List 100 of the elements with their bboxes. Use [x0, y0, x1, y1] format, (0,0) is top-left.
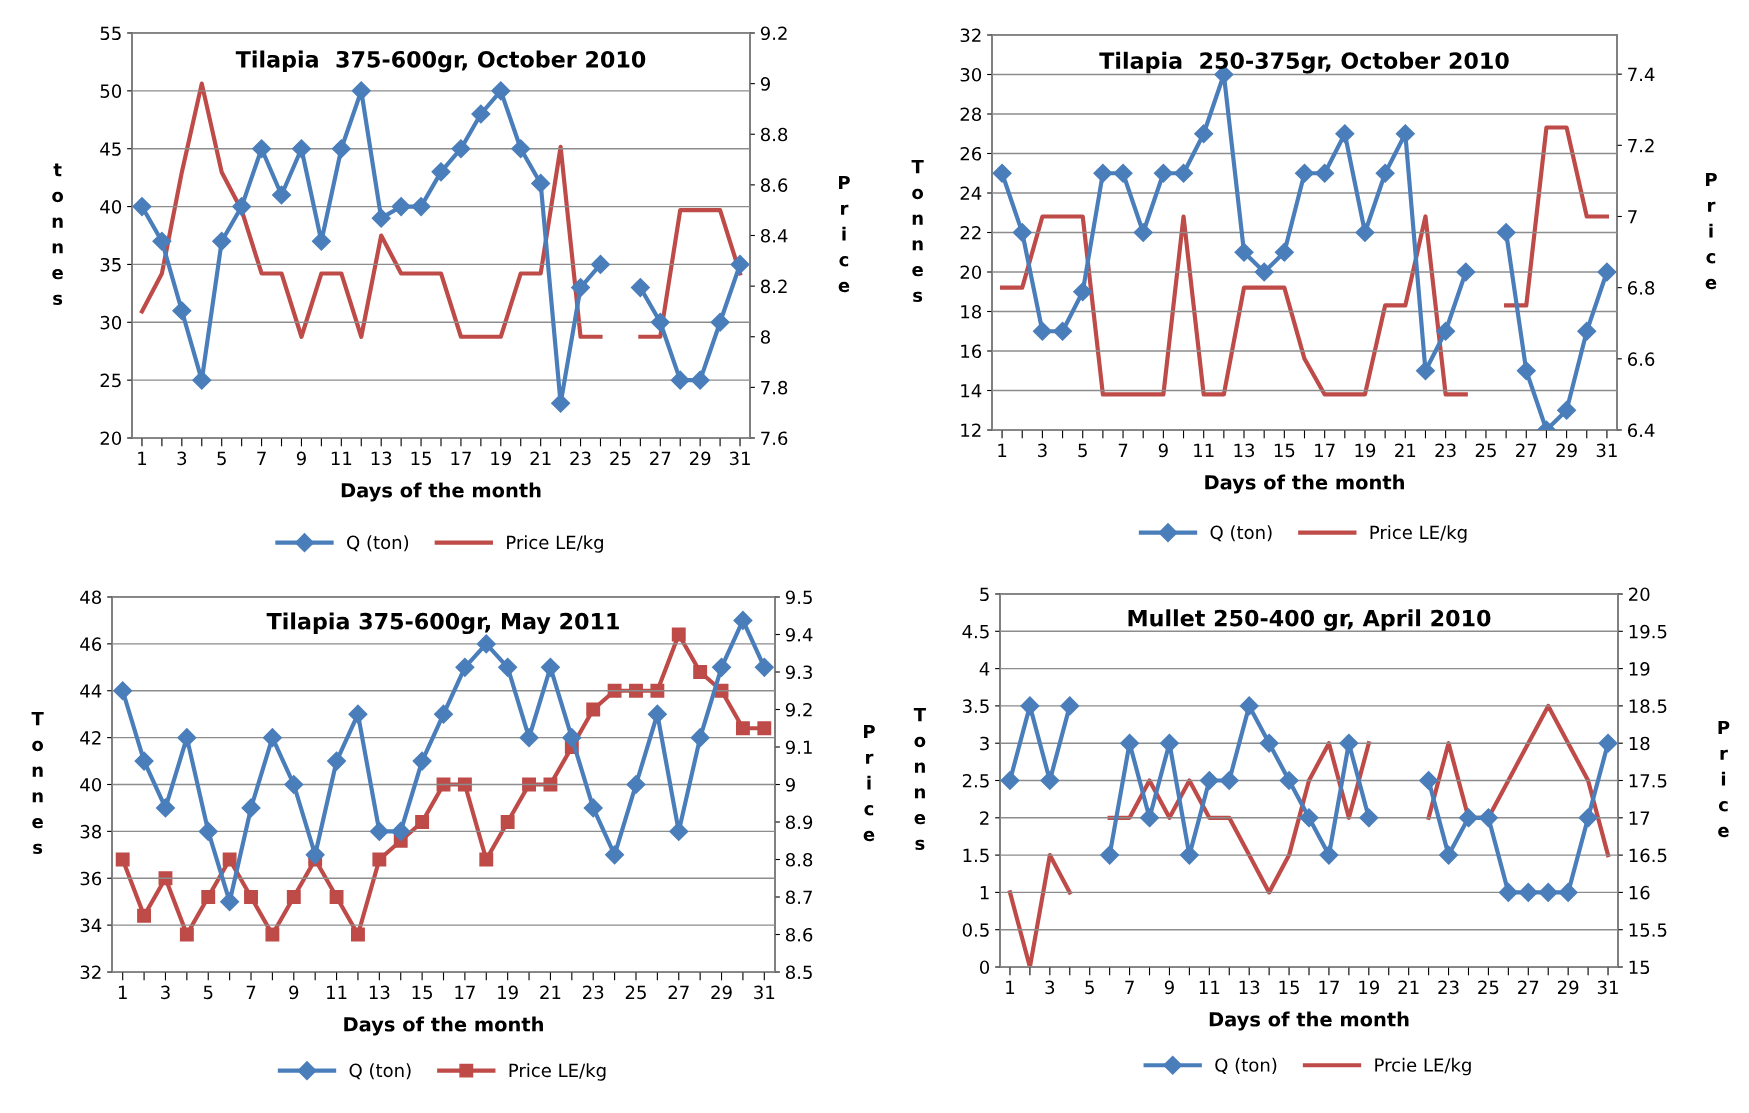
legend-label: Q (ton): [1210, 525, 1272, 542]
point: [1339, 733, 1359, 753]
point: [1073, 282, 1093, 302]
y2-tick-label: 8.7: [785, 890, 812, 905]
point: [1598, 733, 1618, 753]
y2-tick-label: 8.6: [760, 178, 788, 192]
y2-tick-label: 9.2: [785, 702, 812, 717]
point: [177, 728, 197, 748]
y-tick-label: 40: [80, 777, 102, 792]
y2-tick-label: 7.6: [761, 431, 788, 446]
x-tick-label: 5: [217, 451, 226, 466]
y-tick-label: 26: [960, 146, 982, 161]
point: [519, 728, 539, 748]
y-tick-label: 1: [980, 886, 989, 900]
point: [590, 254, 611, 274]
point: [1335, 124, 1355, 144]
y2-tick-label: 18: [1629, 736, 1650, 751]
point: [730, 254, 750, 274]
y-tick-label: 22: [960, 225, 981, 240]
y-tick-label: 12: [961, 423, 981, 437]
point: [1032, 321, 1052, 341]
y2-tick-label: 9.2: [760, 26, 787, 41]
y2-tick-label: 8.5: [785, 965, 812, 980]
point: [115, 852, 130, 867]
x-tick-label: 25: [625, 985, 646, 1000]
x-tick-label: 19: [1355, 443, 1376, 458]
point: [1496, 222, 1516, 243]
x-tick-label: 27: [1518, 980, 1539, 994]
x-tick-label: 15: [1274, 443, 1295, 458]
y2-tick-label: 17.5: [1629, 774, 1667, 788]
text: Tilapia 375-600gr, October 2010: [235, 50, 646, 73]
point: [271, 185, 292, 205]
point: [540, 657, 560, 677]
x-tick-label: 7: [257, 451, 266, 465]
point: [1597, 262, 1617, 282]
point: [562, 728, 582, 748]
point: [1274, 242, 1294, 262]
point: [1020, 696, 1040, 716]
y-tick-label: 14: [961, 384, 982, 398]
point: [1239, 696, 1259, 716]
point: [1578, 808, 1598, 828]
point: [571, 278, 591, 298]
y2-tick-label: 8.8: [760, 127, 788, 142]
point: [757, 721, 772, 736]
y-tick-label: 50: [100, 84, 122, 98]
point: [1040, 770, 1060, 791]
point: [1516, 361, 1536, 381]
y-tick-label: 1.5: [963, 848, 989, 863]
point: [491, 81, 511, 101]
x-tick-label: 3: [177, 451, 187, 466]
point: [412, 751, 432, 771]
y-axis-title: Tonnes: [31, 712, 44, 854]
y2-tick-label: 6.4: [1627, 423, 1655, 438]
x-axis-title: Days of the month: [1205, 474, 1404, 494]
legend-label: Q (ton): [349, 1063, 411, 1080]
point: [1279, 770, 1299, 791]
x-tick-label: 3: [1038, 443, 1047, 458]
point: [329, 890, 344, 904]
x-tick-label: 9: [1164, 980, 1174, 995]
x-tick-label: 31: [1597, 980, 1618, 995]
text: Tilapia 250-375gr, October 2010: [1099, 51, 1509, 74]
y2-tick-label: 18.5: [1629, 699, 1667, 714]
point: [265, 927, 280, 942]
point: [669, 821, 689, 841]
y-tick-label: 48: [80, 590, 102, 605]
point: [172, 301, 192, 321]
point: [471, 104, 491, 124]
point: [391, 821, 411, 841]
legend-label: Q (ton): [1215, 1057, 1277, 1074]
point: [1093, 163, 1113, 183]
legend-label: Price LE/kg: [1370, 525, 1467, 543]
y-tick-label: 38: [80, 824, 102, 839]
x-tick-label: 29: [1558, 980, 1579, 995]
y-tick-label: 40: [100, 200, 122, 214]
legend-label: Price LE/kg: [507, 535, 603, 553]
y2-tick-label: 17: [1629, 811, 1650, 825]
y2-tick-label: 16: [1629, 885, 1650, 900]
point: [583, 798, 603, 818]
point: [1254, 262, 1274, 282]
x-axis-title: Days of the month: [344, 1016, 543, 1036]
y-tick-label: 3: [980, 736, 989, 751]
point: [286, 890, 301, 904]
y-tick-label: 45: [100, 142, 121, 156]
point: [626, 774, 646, 795]
point: [212, 231, 232, 251]
y-axis-title: tonnes: [52, 163, 64, 305]
x-tick-label: 11: [1199, 980, 1220, 994]
y2-tick-label: 8.8: [785, 852, 813, 867]
point: [132, 197, 152, 217]
x-tick-label: 23: [1438, 980, 1459, 995]
point: [291, 139, 311, 159]
point: [1299, 808, 1319, 828]
point: [1139, 808, 1160, 828]
x-tick-label: 3: [161, 985, 170, 1000]
y2-tick-label: 7.8: [761, 380, 788, 395]
legend-label: Q (ton): [347, 535, 409, 552]
text: Tilapia 375-600gr, May 2011: [266, 612, 619, 635]
y-tick-label: 36: [80, 871, 102, 886]
point: [284, 774, 304, 795]
point: [1355, 222, 1375, 243]
